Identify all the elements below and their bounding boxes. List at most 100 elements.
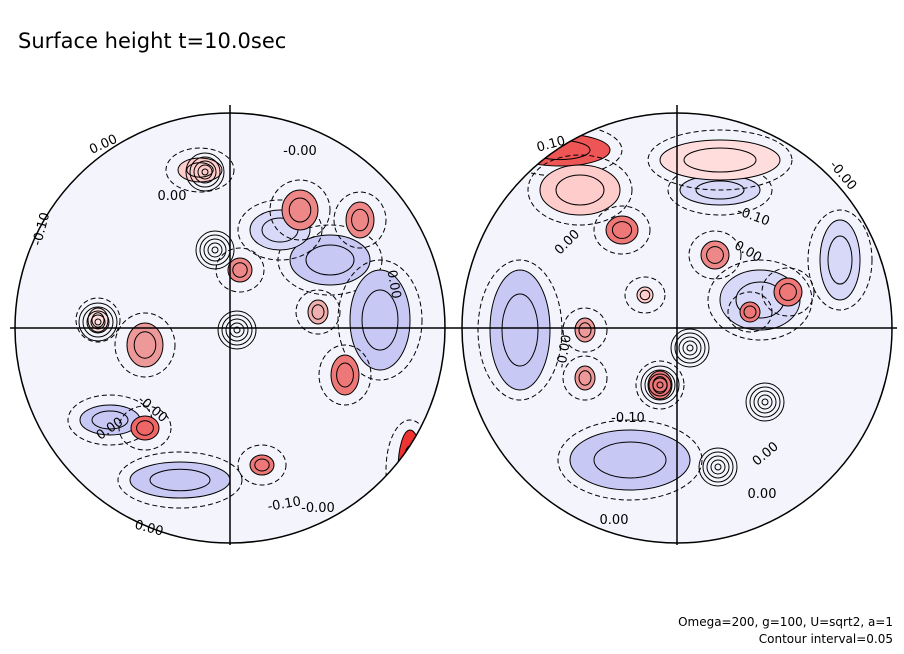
interval-note: Contour interval=0.05: [759, 632, 893, 646]
contour: [305, 244, 355, 276]
contour: [118, 405, 172, 451]
contour-ring: [225, 318, 249, 342]
contour: [743, 305, 757, 319]
contour-ring: [78, 302, 118, 342]
contour-ring: [710, 459, 726, 475]
field-blob: [574, 317, 596, 343]
contour-ring: [698, 447, 738, 487]
contour-ring: [197, 164, 213, 180]
contour: [497, 123, 623, 177]
contour: [501, 293, 539, 367]
contour-ring: [702, 451, 734, 483]
field-blob: [739, 301, 761, 323]
contour-label: 0.00: [133, 518, 165, 540]
field-blob: [397, 429, 423, 511]
contour: [117, 451, 243, 509]
contour-ring: [195, 230, 235, 270]
contour: [639, 289, 651, 301]
contour: [288, 197, 312, 223]
contour-ring: [86, 310, 110, 334]
contour-ring: [644, 369, 676, 401]
contour: [578, 370, 592, 386]
field-blob: [349, 269, 411, 371]
contour: [611, 221, 633, 239]
contour: [318, 344, 372, 406]
contour-ring: [233, 326, 241, 334]
contour-ring: [714, 463, 722, 471]
contour: [336, 362, 354, 388]
field-blob: [281, 189, 319, 231]
contour-ring: [749, 386, 781, 418]
field-blob: [569, 429, 691, 491]
contour: [593, 441, 667, 479]
contour: [269, 179, 331, 241]
field-blob: [330, 354, 360, 396]
contour: [706, 246, 724, 264]
contour-ring: [185, 152, 225, 192]
contour: [133, 331, 157, 359]
contour: [165, 147, 235, 193]
contour-ring: [745, 382, 785, 422]
contour: [695, 180, 745, 200]
contour-ring: [757, 394, 773, 410]
contour-ring: [670, 328, 710, 368]
contour-ring: [217, 310, 257, 350]
contour: [114, 312, 176, 378]
contour-ring: [203, 238, 227, 262]
contour: [91, 312, 105, 328]
contour-label: 0.00: [384, 269, 404, 300]
contour-ring: [674, 332, 706, 364]
contour: [827, 235, 853, 285]
contour: [149, 468, 211, 492]
contour: [807, 209, 873, 311]
field-blob: [289, 234, 371, 286]
contour-ring: [761, 398, 769, 406]
contour-label: -0.00: [283, 144, 317, 159]
contour: [624, 276, 666, 314]
contour: [578, 322, 592, 338]
contour: [647, 129, 793, 191]
contour: [295, 289, 341, 335]
contour: [254, 458, 270, 472]
contour-ring: [652, 377, 668, 393]
contour-ring: [82, 306, 114, 338]
contour-ring: [656, 381, 664, 389]
field-blob: [126, 322, 164, 368]
contour: [593, 205, 651, 255]
contour-label: 0.00: [158, 189, 187, 204]
contour: [361, 289, 399, 351]
contour: [555, 174, 605, 206]
contour-ring: [640, 365, 680, 405]
contour-ring: [94, 318, 102, 326]
contour: [215, 247, 265, 293]
contour: [761, 267, 815, 317]
contour-ring: [753, 390, 777, 414]
contour: [351, 208, 369, 232]
field-blob: [130, 415, 160, 441]
field-blob: [307, 299, 329, 325]
field-blob: [605, 215, 639, 245]
title: Surface height t=10.0sec: [18, 29, 286, 53]
contour: [237, 199, 323, 261]
contour: [237, 444, 287, 486]
contour: [311, 304, 325, 320]
contour-ring: [221, 314, 253, 346]
field-blob: [700, 240, 730, 270]
field-blob: [773, 277, 803, 307]
contour: [688, 230, 742, 280]
contour: [779, 283, 797, 301]
field-blob: [539, 164, 621, 216]
contour-label: -0.10: [611, 411, 645, 426]
contour: [232, 262, 248, 278]
contour-label: 0.00: [748, 487, 777, 502]
field-blob: [574, 365, 596, 391]
contour-ring: [686, 344, 694, 352]
field-blob: [659, 139, 781, 181]
frame: [10, 105, 897, 545]
contour: [477, 259, 563, 401]
contour-ring: [211, 246, 219, 254]
contour: [136, 420, 154, 436]
contour: [527, 154, 633, 226]
contour-ring: [706, 455, 730, 479]
